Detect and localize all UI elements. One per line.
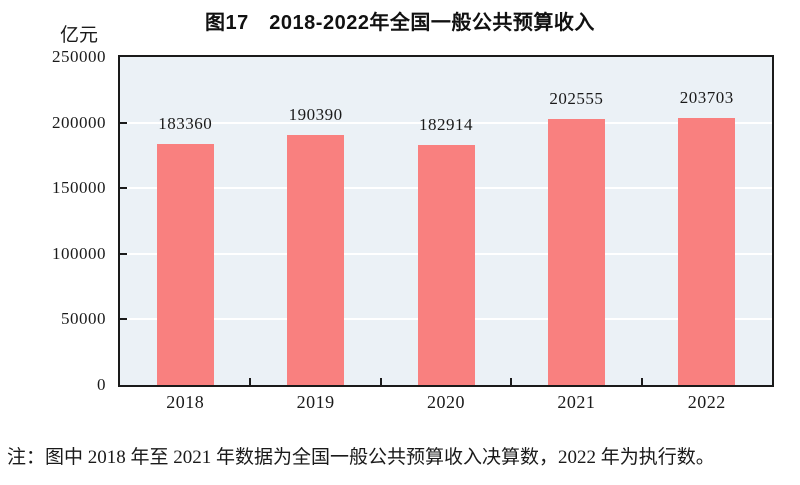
y-tick-label: 50000 — [61, 309, 106, 329]
footnote: 注：图中 2018 年至 2021 年数据为全国一般公共预算收入决算数，2022… — [7, 447, 715, 468]
bar — [417, 145, 475, 385]
y-tick-mark — [120, 187, 127, 190]
x-tick-label: 2022 — [687, 392, 726, 412]
y-tick-mark — [120, 318, 127, 321]
bar-value-label: 203703 — [679, 87, 734, 107]
bar — [547, 119, 605, 385]
x-tick-mark — [640, 378, 643, 385]
y-tick-label: 250000 — [52, 47, 106, 66]
bar-value-label: 202555 — [549, 89, 604, 109]
bar — [287, 135, 345, 385]
y-tick-label: 100000 — [52, 243, 106, 263]
y-tick-label: 150000 — [52, 178, 106, 198]
bar-value-label: 183360 — [158, 114, 213, 134]
gridline — [120, 121, 772, 124]
chart-title: 图17 2018-2022年全国一般公共预算收入 — [205, 12, 595, 34]
x-tick-mark — [379, 378, 382, 385]
x-tick-label: 2021 — [557, 392, 596, 412]
x-axis-tick-labels: 2018 2019 2020 2021 2022 — [120, 392, 772, 416]
bar — [678, 117, 736, 385]
bar-value-label: 190390 — [288, 105, 343, 125]
y-axis-unit-label: 亿元 — [60, 25, 99, 46]
x-tick-label: 2020 — [426, 392, 465, 412]
y-tick-label: 0 — [97, 375, 106, 394]
bar — [156, 144, 214, 385]
x-tick-mark — [510, 378, 513, 385]
bar-value-label: 182914 — [418, 115, 473, 135]
y-tick-mark — [120, 121, 127, 124]
x-tick-mark — [249, 378, 252, 385]
plot-area: 183360 190390 182914 202555 203703 — [118, 55, 774, 387]
x-tick-label: 2019 — [296, 392, 335, 412]
y-tick-label: 200000 — [52, 112, 106, 132]
x-tick-label: 2018 — [166, 392, 205, 412]
y-axis-tick-labels: 0 50000 100000 150000 200000 250000 — [0, 47, 106, 394]
y-tick-mark — [120, 252, 127, 255]
